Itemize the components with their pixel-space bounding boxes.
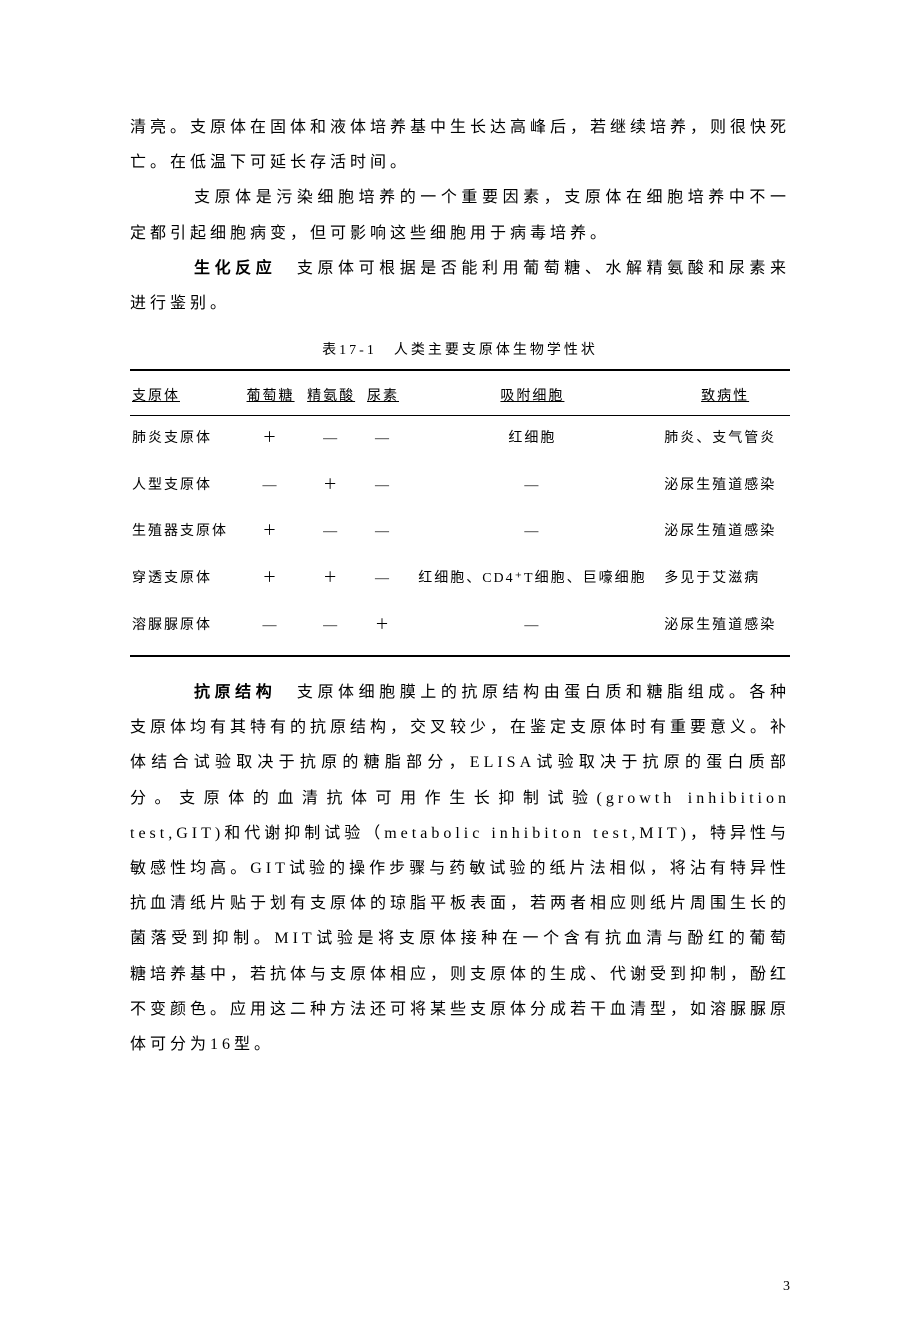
table-header-row: 支原体 葡萄糖 精氨酸 尿素 吸附细胞 致病性 <box>130 377 790 416</box>
table-row: 肺炎支原体 ＋ — — 红细胞 肺炎、支气管炎 <box>130 416 790 463</box>
cell: ＋ <box>301 463 362 510</box>
cell: — <box>301 509 362 556</box>
table-caption: 表17-1 人类主要支原体生物学性状 <box>130 339 790 359</box>
table-row: 生殖器支原体 ＋ — — — 泌尿生殖道感染 <box>130 509 790 556</box>
cell: 红细胞 <box>405 416 661 463</box>
biology-table: 支原体 葡萄糖 精氨酸 尿素 吸附细胞 致病性 肺炎支原体 ＋ — — 红细胞 … <box>130 377 790 649</box>
cell: 穿透支原体 <box>130 556 240 603</box>
cell: — <box>405 603 661 650</box>
th-pathogenic: 致病性 <box>660 377 790 416</box>
cell: ＋ <box>240 509 301 556</box>
cell: ＋ <box>240 416 301 463</box>
cell: — <box>361 556 404 603</box>
paragraph-3: 生化反应 支原体可根据是否能利用葡萄糖、水解精氨酸和尿素来进行鉴别。 <box>130 251 790 321</box>
table-row: 人型支原体 — ＋ — — 泌尿生殖道感染 <box>130 463 790 510</box>
cell: 肺炎支原体 <box>130 416 240 463</box>
cell: 溶脲脲原体 <box>130 603 240 650</box>
cell: ＋ <box>301 556 362 603</box>
cell: 肺炎、支气管炎 <box>660 416 790 463</box>
cell: — <box>240 603 301 650</box>
th-urea: 尿素 <box>361 377 404 416</box>
paragraph-4-body: 支原体细胞膜上的抗原结构由蛋白质和糖脂组成。各种支原体均有其特有的抗原结构，交叉… <box>130 684 790 1053</box>
cell: 多见于艾滋病 <box>660 556 790 603</box>
cell: ＋ <box>361 603 404 650</box>
cell: — <box>240 463 301 510</box>
cell: — <box>361 463 404 510</box>
section-label-antigen: 抗原结构 <box>194 684 276 701</box>
th-mycoplasma: 支原体 <box>130 377 240 416</box>
cell: — <box>405 463 661 510</box>
cell: 泌尿生殖道感染 <box>660 509 790 556</box>
cell: 生殖器支原体 <box>130 509 240 556</box>
cell: 泌尿生殖道感染 <box>660 603 790 650</box>
cell: 人型支原体 <box>130 463 240 510</box>
table-bottom-rule <box>130 655 790 657</box>
cell: ＋ <box>240 556 301 603</box>
table-row: 穿透支原体 ＋ ＋ — 红细胞、CD4⁺T细胞、巨嚎细胞 多见于艾滋病 <box>130 556 790 603</box>
table-row: 溶脲脲原体 — — ＋ — 泌尿生殖道感染 <box>130 603 790 650</box>
th-adsorb: 吸附细胞 <box>405 377 661 416</box>
cell: — <box>301 416 362 463</box>
table-top-rule <box>130 369 790 371</box>
page-number: 3 <box>783 1279 790 1295</box>
cell: 泌尿生殖道感染 <box>660 463 790 510</box>
section-label-biochem: 生化反应 <box>194 260 276 277</box>
paragraph-4: 抗原结构 支原体细胞膜上的抗原结构由蛋白质和糖脂组成。各种支原体均有其特有的抗原… <box>130 675 790 1062</box>
cell: — <box>301 603 362 650</box>
cell: — <box>405 509 661 556</box>
cell: — <box>361 509 404 556</box>
paragraph-2: 支原体是污染细胞培养的一个重要因素，支原体在细胞培养中不一定都引起细胞病变，但可… <box>130 180 790 250</box>
cell-multiline: 红细胞、CD4⁺T细胞、巨嚎细胞 <box>405 556 661 603</box>
paragraph-1: 清亮。支原体在固体和液体培养基中生长达高峰后，若继续培养，则很快死亡。在低温下可… <box>130 110 790 180</box>
th-arginine: 精氨酸 <box>301 377 362 416</box>
cell: — <box>361 416 404 463</box>
th-glucose: 葡萄糖 <box>240 377 301 416</box>
